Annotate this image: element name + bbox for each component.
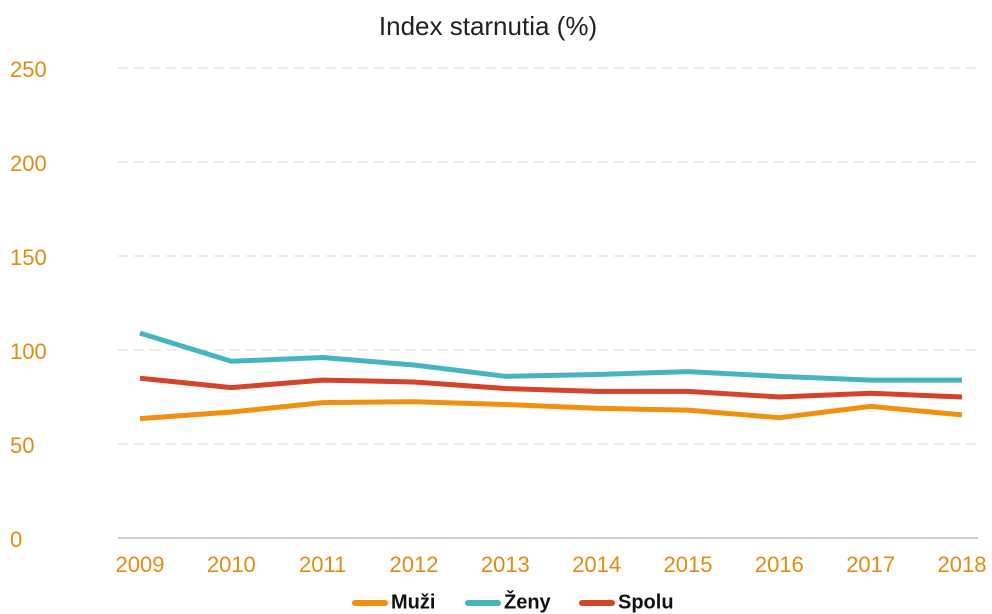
series-line [139, 330, 962, 383]
y-tick-label: 50 [10, 433, 34, 458]
x-tick-label: 2015 [664, 552, 713, 577]
x-tick-label: 2016 [755, 552, 804, 577]
legend-label: Ženy [504, 589, 552, 613]
y-tick-label: 150 [10, 245, 47, 270]
x-tick-label: 2017 [846, 552, 895, 577]
x-tick-label: 2010 [207, 552, 256, 577]
x-tick-label: 2013 [481, 552, 530, 577]
x-tick-label: 2011 [299, 552, 346, 577]
x-tick-label: 2009 [116, 552, 165, 577]
x-tick-label: 2018 [938, 552, 987, 577]
y-tick-label: 250 [10, 57, 47, 82]
x-tick-label: 2012 [390, 552, 439, 577]
x-tick-label: 2014 [572, 552, 621, 577]
legend-label: Spolu [618, 591, 674, 613]
y-tick-label: 0 [10, 527, 22, 552]
y-tick-label: 100 [10, 339, 47, 364]
y-tick-label: 200 [10, 151, 47, 176]
series-line [139, 375, 963, 400]
chart-title: Index starnutia (%) [379, 11, 597, 41]
legend-label: Muži [391, 591, 435, 613]
series-line [139, 399, 963, 422]
